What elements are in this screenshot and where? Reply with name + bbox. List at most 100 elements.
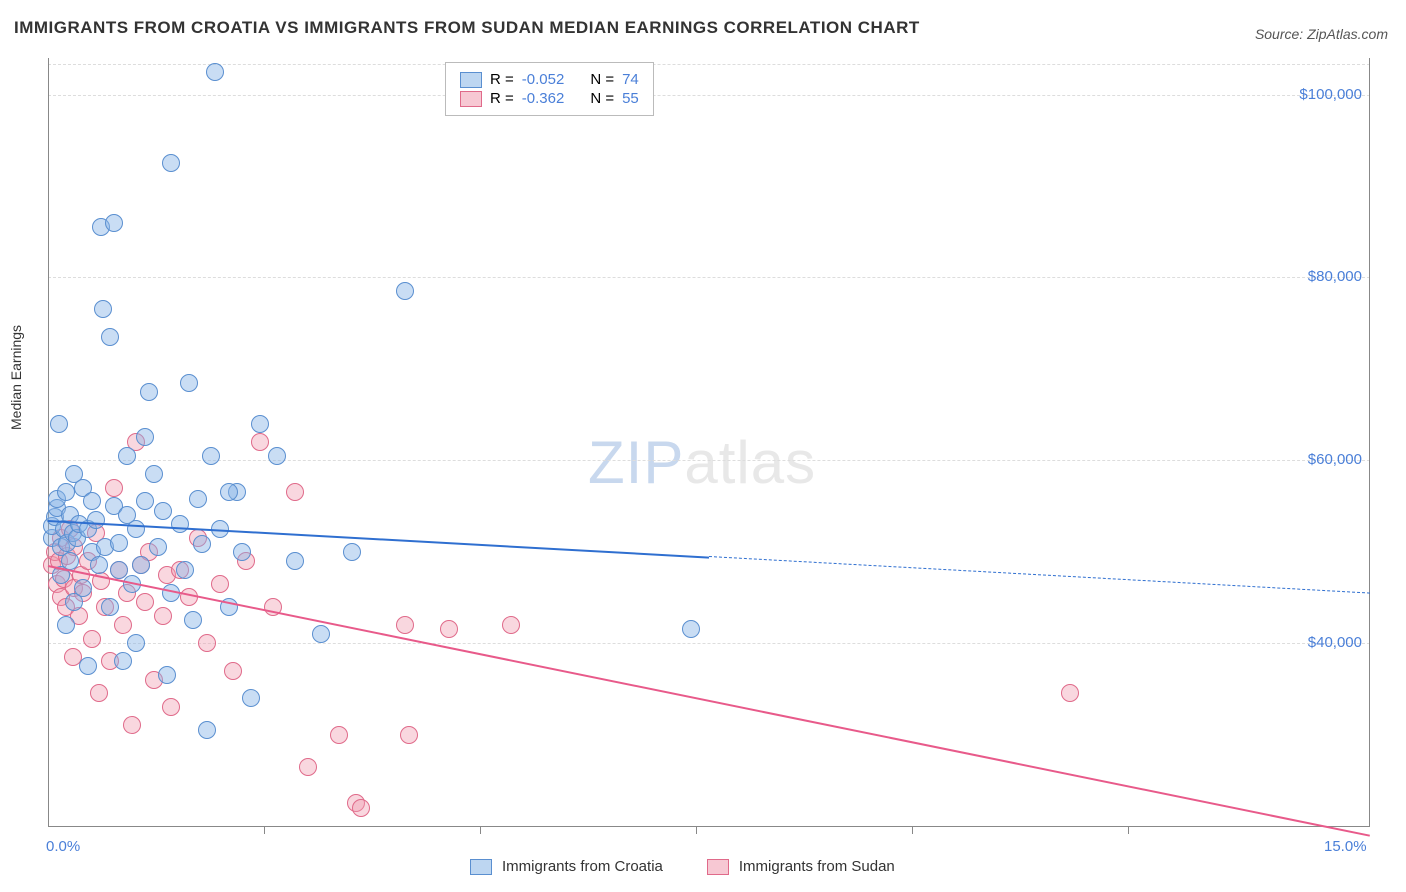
series-a-point [74, 579, 92, 597]
series-a-point [140, 383, 158, 401]
y-axis-right [1369, 58, 1370, 826]
y-axis [48, 58, 49, 826]
x-tick-mark [696, 826, 697, 834]
source-name: ZipAtlas.com [1307, 26, 1388, 42]
gridline-h [48, 643, 1370, 644]
plot-area: ZIPatlas [48, 58, 1370, 826]
y-tick-label: $80,000 [1308, 268, 1362, 285]
series-a-point [396, 282, 414, 300]
legend-swatch [460, 91, 482, 107]
x-tick-mark [912, 826, 913, 834]
series-b-point [330, 726, 348, 744]
series-a-point [202, 447, 220, 465]
series-a-point [162, 154, 180, 172]
legend-series-label: Immigrants from Croatia [502, 858, 663, 875]
series-a-point [127, 520, 145, 538]
series-b-point [352, 799, 370, 817]
gridline-h [48, 460, 1370, 461]
series-b-point [251, 433, 269, 451]
series-a-point [79, 657, 97, 675]
series-a-point [312, 625, 330, 643]
series-a-point [198, 721, 216, 739]
r-label: R = [490, 90, 514, 107]
r-value: -0.052 [522, 71, 565, 88]
series-a-point [105, 214, 123, 232]
series-a-point [145, 465, 163, 483]
series-a-point [101, 328, 119, 346]
series-a-point [57, 483, 75, 501]
series-a-point [176, 561, 194, 579]
x-axis [48, 826, 1370, 827]
series-b-point [299, 758, 317, 776]
legend-correlation-row: R =-0.362N =55 [460, 90, 639, 107]
x-tick-mark [264, 826, 265, 834]
series-a-point [242, 689, 260, 707]
series-a-point [110, 534, 128, 552]
legend-swatch [707, 859, 729, 875]
n-value: 74 [622, 71, 639, 88]
series-b-point [136, 593, 154, 611]
series-a-point [114, 652, 132, 670]
chart-title: IMMIGRANTS FROM CROATIA VS IMMIGRANTS FR… [14, 18, 920, 38]
n-label: N = [590, 71, 614, 88]
series-b-point [154, 607, 172, 625]
n-value: 55 [622, 90, 639, 107]
series-a-point [682, 620, 700, 638]
series-a-point [149, 538, 167, 556]
correlation-legend: R =-0.052N =74R =-0.362N =55 [445, 62, 654, 116]
series-a-point [136, 428, 154, 446]
series-b-point [502, 616, 520, 634]
series-b-point [162, 698, 180, 716]
series-a-point [154, 502, 172, 520]
y-tick-label: $40,000 [1308, 634, 1362, 651]
series-a-point [180, 374, 198, 392]
gridline-h [48, 277, 1370, 278]
series-b-point [114, 616, 132, 634]
series-a-point [171, 515, 189, 533]
series-b-point [180, 588, 198, 606]
series-a-point [268, 447, 286, 465]
series-a-point [50, 415, 68, 433]
series-a-point [127, 634, 145, 652]
legend-correlation-row: R = -0.052 N = 74 [460, 71, 639, 88]
source-attribution: Source: ZipAtlas.com [1255, 26, 1388, 42]
watermark-prefix: ZIP [588, 429, 684, 496]
legend-swatch [460, 72, 482, 88]
series-a-point [189, 490, 207, 508]
series-b-point [198, 634, 216, 652]
series-a-point [90, 556, 108, 574]
x-tick-mark [480, 826, 481, 834]
gridline-h [48, 95, 1370, 96]
series-a-point [87, 511, 105, 529]
series-b-point [90, 684, 108, 702]
series-a-point [57, 616, 75, 634]
series-a-point [220, 483, 238, 501]
x-tick-mark [1128, 826, 1129, 834]
legend-swatch [470, 859, 492, 875]
series-b-point [211, 575, 229, 593]
series-b-point [105, 479, 123, 497]
series-b-point [286, 483, 304, 501]
series-a-point [184, 611, 202, 629]
gridline-h [48, 64, 1370, 65]
x-tick-label: 0.0% [46, 838, 80, 855]
series-b-point [400, 726, 418, 744]
series-a-point [343, 543, 361, 561]
legend-series-label: Immigrants from Sudan [739, 858, 895, 875]
r-label: R = [490, 71, 514, 88]
series-b-point [440, 620, 458, 638]
series-a-point [286, 552, 304, 570]
watermark: ZIPatlas [588, 428, 816, 497]
n-label: N = [590, 90, 614, 107]
series-legend: Immigrants from Croatia Immigrants from S… [470, 858, 929, 875]
y-tick-label: $100,000 [1299, 86, 1362, 103]
series-a-point [118, 447, 136, 465]
source-prefix: Source: [1255, 26, 1307, 42]
series-b-point [123, 716, 141, 734]
trend-line-a-dash [709, 556, 1370, 594]
series-b-point [83, 630, 101, 648]
series-a-point [61, 552, 79, 570]
watermark-suffix: atlas [684, 429, 816, 496]
x-tick-label: 15.0% [1324, 838, 1367, 855]
series-a-point [101, 598, 119, 616]
